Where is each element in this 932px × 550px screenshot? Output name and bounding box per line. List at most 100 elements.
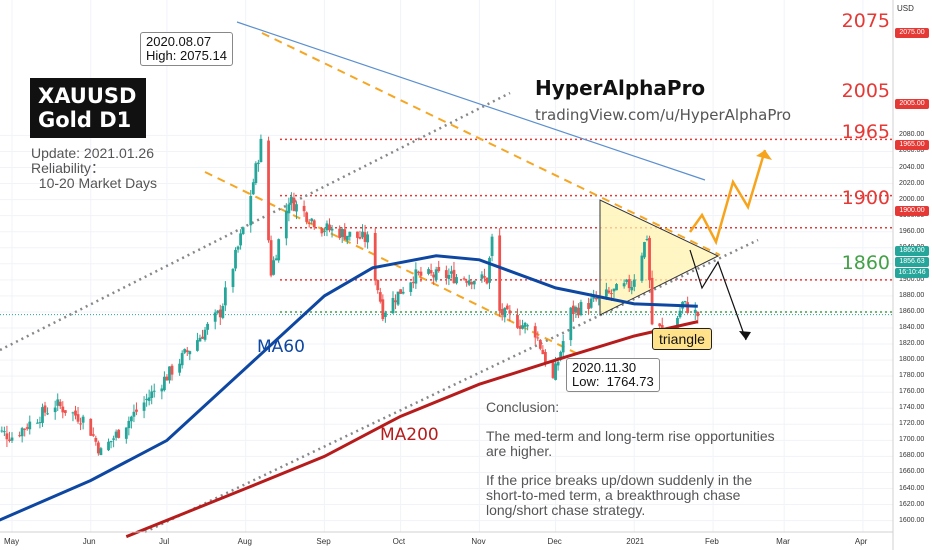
candle-body [160,388,164,392]
price-tick: 1880.00 [899,291,925,299]
candle-body [383,312,387,317]
brand-url: tradingView.com/u/HyperAlphaPro [535,106,792,124]
candle-body [556,361,560,366]
bullish-projection-line [688,149,767,246]
price-tick: 1840.00 [899,324,925,331]
rising-support-line [0,91,511,352]
price-tick: 1780.00 [899,372,925,380]
axis-tag-1900: 1900.00 [895,206,929,216]
candle-body [254,163,258,184]
price-tick: 1800.00 [899,356,925,364]
candle-body [43,405,47,413]
candlestick-series [0,134,700,456]
date-tick: Sep [316,537,331,546]
candle-body [234,249,237,269]
level-label-1860: 1860 [841,252,890,274]
candle-body [432,274,436,278]
candle-body [165,376,169,381]
axis-tag-2075: 2075.00 [895,28,929,38]
candle-body [376,279,380,291]
candle-body [256,162,260,164]
price-tick: 2020.00 [899,179,925,187]
candle-body [41,407,44,423]
candle-body [284,210,288,239]
candle-body [71,412,75,414]
candle-body [612,288,616,292]
level-label-1965: 1965 [841,121,890,143]
candle-body [188,351,192,355]
price-tick: 1700.00 [899,436,925,444]
candle-body [74,410,77,416]
candle-body [427,269,430,274]
price-tick: 1820.00 [899,340,925,348]
candle-body [632,279,636,287]
ma60-label: MA60 [257,337,305,357]
conclusion-paragraph-1: The med-term and long-term rise opportun… [486,428,775,459]
candle-body [358,236,362,239]
candle-body [498,235,502,311]
brand-name: HyperAlphaPro [535,76,706,100]
candle-body [470,281,474,285]
price-tick: 1900.00 [899,275,925,283]
candle-body [607,290,611,293]
candle-body [216,310,220,313]
candle-body [292,197,296,211]
candle-body [490,236,494,257]
candle-body [312,220,316,228]
candle-body [683,301,687,303]
candle-body [340,229,344,238]
candle-body [444,270,448,279]
candle-body [218,309,222,318]
candle-body [112,438,115,440]
candle-body [185,350,189,352]
long-support-line [144,238,759,534]
candle-body [551,361,555,378]
candle-body [594,297,598,300]
bullish-arrow-head [756,150,772,160]
candle-body [409,282,413,292]
candle-body [310,218,314,222]
currency-label: USD [897,4,914,13]
date-tick: May [4,537,20,546]
candle-body [541,349,545,355]
conclusion-paragraph-2: If the price breaks up/down suddenly in … [486,472,753,518]
high-value: High: 2075.14 [146,48,227,63]
candle-body [76,414,80,422]
candle-body [345,235,349,241]
price-tick: 1960.00 [899,227,925,235]
candle-body [8,439,11,441]
candle-body [320,228,324,234]
candle-body [96,442,100,454]
candle-body [28,421,32,430]
candle-body [625,279,629,282]
candle-body [330,228,334,231]
candle-body [610,293,613,295]
candle-body [366,234,369,243]
candle-body [378,292,382,302]
candle-body [127,420,131,429]
candle-body [107,441,110,451]
candle-body [287,204,291,214]
candle-body [163,376,166,391]
candle-body [290,196,293,204]
candle-body [241,227,245,234]
candle-body [231,269,235,288]
candle-body [152,390,156,392]
candle-body [196,340,199,351]
candle-body [373,233,377,281]
candle-body [259,138,263,163]
candle-body [328,224,331,231]
candle-body [81,416,85,423]
ma200-line [125,320,699,539]
candle-body [396,291,400,305]
candle-body [150,391,154,398]
candle-body [79,423,82,425]
candle-body [417,271,420,273]
candle-body [434,269,438,280]
date-tick: Jun [82,537,96,546]
candle-body [622,283,626,287]
candle-body [658,323,662,327]
candle-body [521,325,524,329]
candle-body [302,205,306,212]
